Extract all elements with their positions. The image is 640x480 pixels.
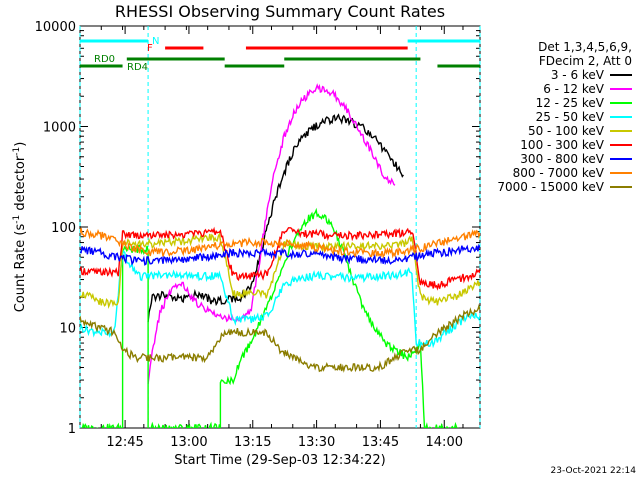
legend-label: 800 - 7000 keV bbox=[512, 166, 604, 180]
legend: Det 1,3,4,5,6,9, FDecim 2, Att 0 3 - 6 k… bbox=[482, 40, 632, 194]
chart-title: RHESSI Observing Summary Count Rates bbox=[114, 2, 446, 21]
render-timestamp: 23-Oct-2021 22:14 bbox=[550, 466, 636, 476]
legend-item: 12 - 25 keV bbox=[482, 96, 632, 110]
status-label-f: F bbox=[147, 43, 153, 54]
x-tick-label: 13:00 bbox=[170, 435, 207, 450]
legend-label: 6 - 12 keV bbox=[543, 82, 604, 96]
y-tick-label: 1 bbox=[68, 422, 76, 437]
legend-item: 800 - 7000 keV bbox=[482, 166, 632, 180]
legend-item: 3 - 6 keV bbox=[482, 68, 632, 82]
legend-label: 300 - 800 keV bbox=[520, 152, 604, 166]
series-line bbox=[80, 243, 480, 266]
y-tick-label: 100 bbox=[51, 221, 76, 236]
status-label-rd0: RD0 bbox=[94, 54, 115, 65]
legend-label: 100 - 300 keV bbox=[520, 138, 604, 152]
x-tick-label: 12:45 bbox=[106, 435, 143, 450]
series-line bbox=[147, 83, 396, 384]
legend-swatch bbox=[610, 88, 632, 90]
y-axis-label: Count Rate (s-1 detector-1) bbox=[12, 142, 28, 313]
legend-item: 25 - 50 keV bbox=[482, 110, 632, 124]
legend-header-2: FDecim 2, Att 0 bbox=[538, 54, 632, 68]
legend-item: 50 - 100 keV bbox=[482, 124, 632, 138]
legend-swatch bbox=[610, 130, 632, 132]
series-line bbox=[80, 227, 480, 259]
legend-label: 25 - 50 keV bbox=[535, 110, 604, 124]
series-line bbox=[80, 249, 480, 349]
y-tick-label: 10000 bbox=[35, 20, 76, 35]
legend-label: 12 - 25 keV bbox=[535, 96, 604, 110]
legend-swatch bbox=[610, 144, 632, 146]
series-line bbox=[80, 303, 480, 373]
legend-item: 6 - 12 keV bbox=[482, 82, 632, 96]
y-tick-label: 10 bbox=[59, 322, 76, 337]
x-tick-label: 13:30 bbox=[298, 435, 335, 450]
legend-swatch bbox=[610, 172, 632, 174]
x-tick-label: 13:45 bbox=[362, 435, 399, 450]
legend-label: 50 - 100 keV bbox=[527, 124, 604, 138]
legend-swatch bbox=[610, 186, 632, 188]
legend-swatch bbox=[610, 158, 632, 160]
series-line bbox=[80, 207, 459, 428]
y-tick-label: 1000 bbox=[43, 121, 76, 136]
legend-item: 7000 - 15000 keV bbox=[482, 180, 632, 194]
legend-swatch bbox=[610, 74, 632, 76]
series-line bbox=[80, 226, 480, 291]
legend-item: 300 - 800 keV bbox=[482, 152, 632, 166]
legend-label: 3 - 6 keV bbox=[550, 68, 604, 82]
legend-item: 100 - 300 keV bbox=[482, 138, 632, 152]
x-tick-label: 13:15 bbox=[234, 435, 271, 450]
x-axis-label: Start Time (29-Sep-03 12:34:22) bbox=[174, 453, 386, 468]
legend-swatch bbox=[610, 102, 632, 104]
status-label-rd4: RD4 bbox=[127, 62, 148, 73]
legend-swatch bbox=[610, 116, 632, 118]
legend-label: 7000 - 15000 keV bbox=[497, 180, 604, 194]
legend-header-1: Det 1,3,4,5,6,9, bbox=[538, 40, 632, 54]
x-tick-label: 14:00 bbox=[426, 435, 463, 450]
status-label-n: N bbox=[152, 36, 159, 47]
plot-frame bbox=[79, 25, 481, 429]
